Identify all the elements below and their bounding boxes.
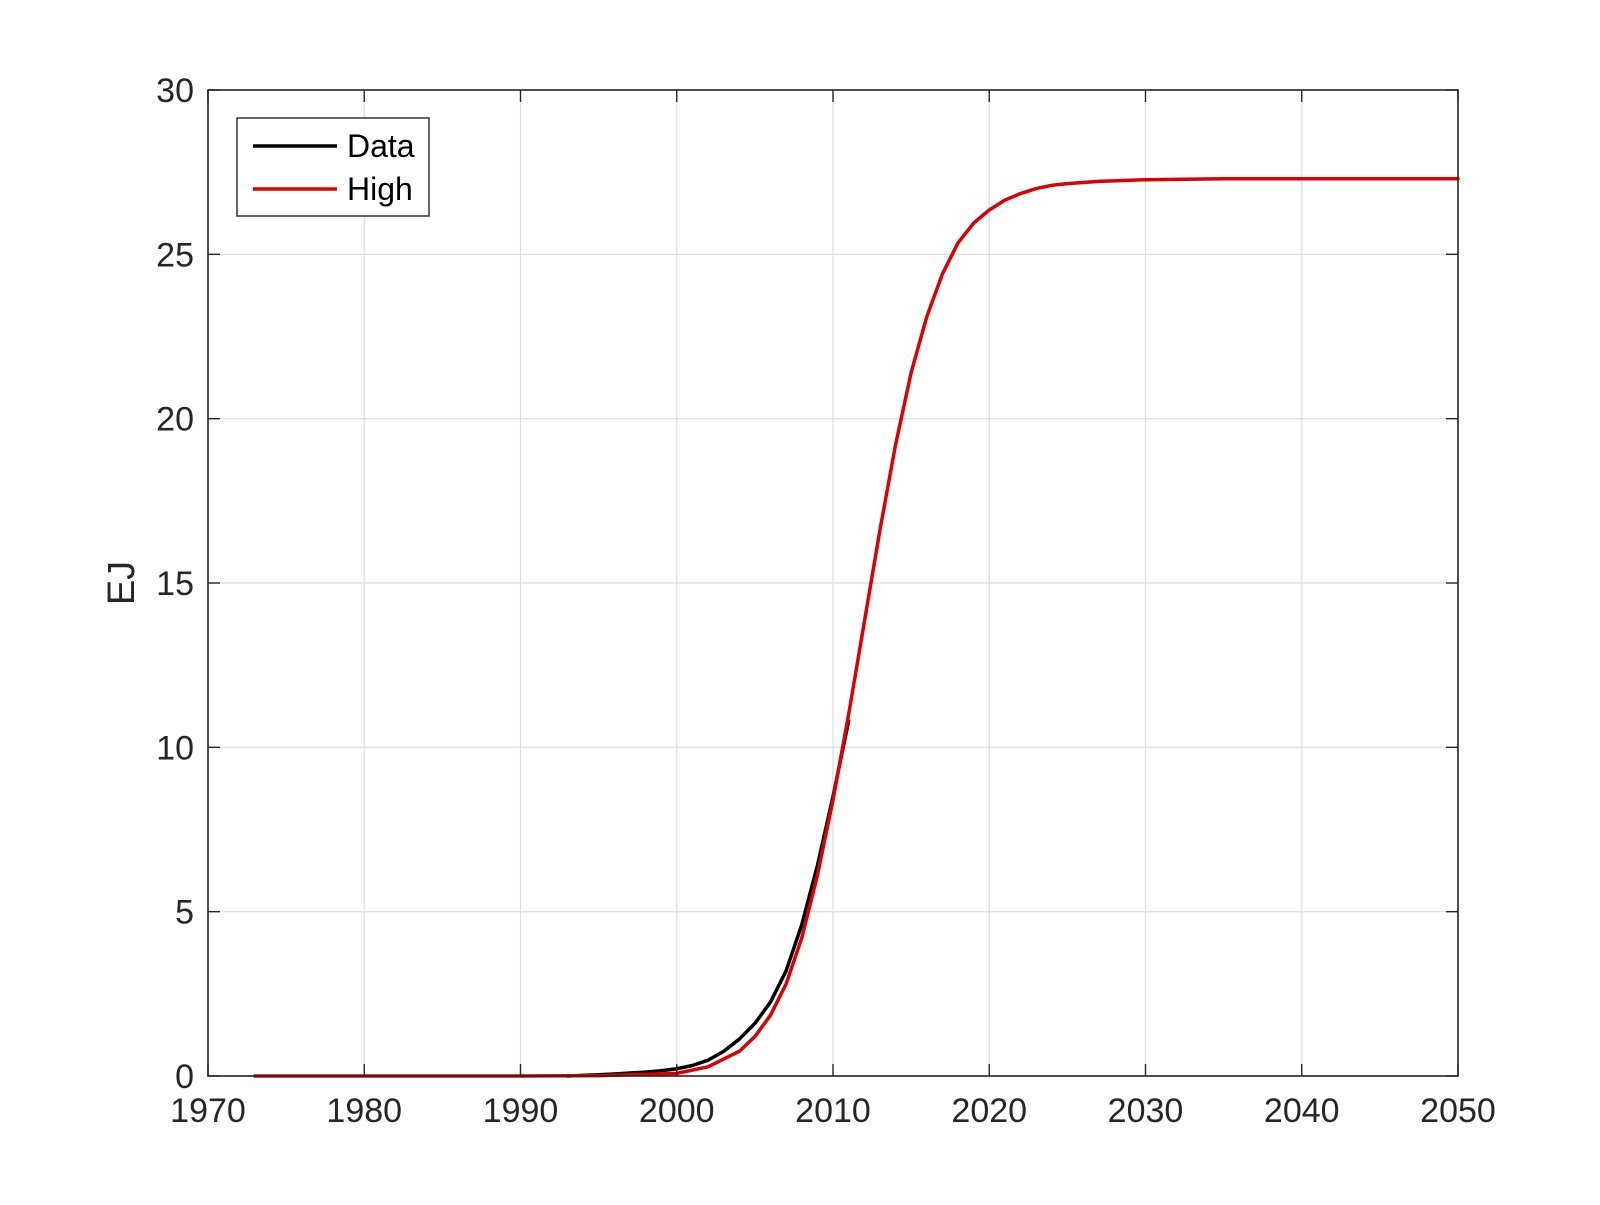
axis-ticks bbox=[207, 89, 1459, 1077]
legend-label-high: High bbox=[347, 171, 413, 207]
x-tick-label: 1980 bbox=[326, 1092, 402, 1130]
grid bbox=[207, 89, 1459, 1077]
x-tick-label: 1990 bbox=[483, 1092, 559, 1130]
series-lines bbox=[253, 176, 1460, 1078]
series-line-high bbox=[253, 176, 1460, 1078]
y-tick-label: 25 bbox=[156, 236, 194, 274]
y-tick-label: 0 bbox=[175, 1058, 194, 1096]
legend: Data High bbox=[236, 117, 430, 217]
x-tick-label: 2000 bbox=[639, 1092, 715, 1130]
x-tick-label: 1970 bbox=[170, 1092, 246, 1130]
y-tick-label: 5 bbox=[175, 894, 194, 932]
series-line-data bbox=[565, 719, 851, 1078]
legend-label-data: Data bbox=[347, 128, 415, 164]
x-tick-label: 2020 bbox=[951, 1092, 1027, 1130]
y-tick-label: 30 bbox=[156, 72, 194, 110]
y-tick-label: 15 bbox=[156, 565, 194, 603]
tick-labels: 1970 1980 1990 2000 2010 2020 2030 2040 20500510… bbox=[156, 72, 1496, 1130]
x-tick-label: 2050 bbox=[1420, 1092, 1496, 1130]
legend-box bbox=[236, 117, 430, 217]
y-tick-label: 10 bbox=[156, 729, 194, 767]
x-tick-label: 2010 bbox=[795, 1092, 871, 1130]
y-tick-label: 20 bbox=[156, 401, 194, 439]
x-tick-label: 2030 bbox=[1108, 1092, 1184, 1130]
y-axis-label: EJ bbox=[101, 561, 143, 605]
x-tick-label: 2040 bbox=[1264, 1092, 1340, 1130]
